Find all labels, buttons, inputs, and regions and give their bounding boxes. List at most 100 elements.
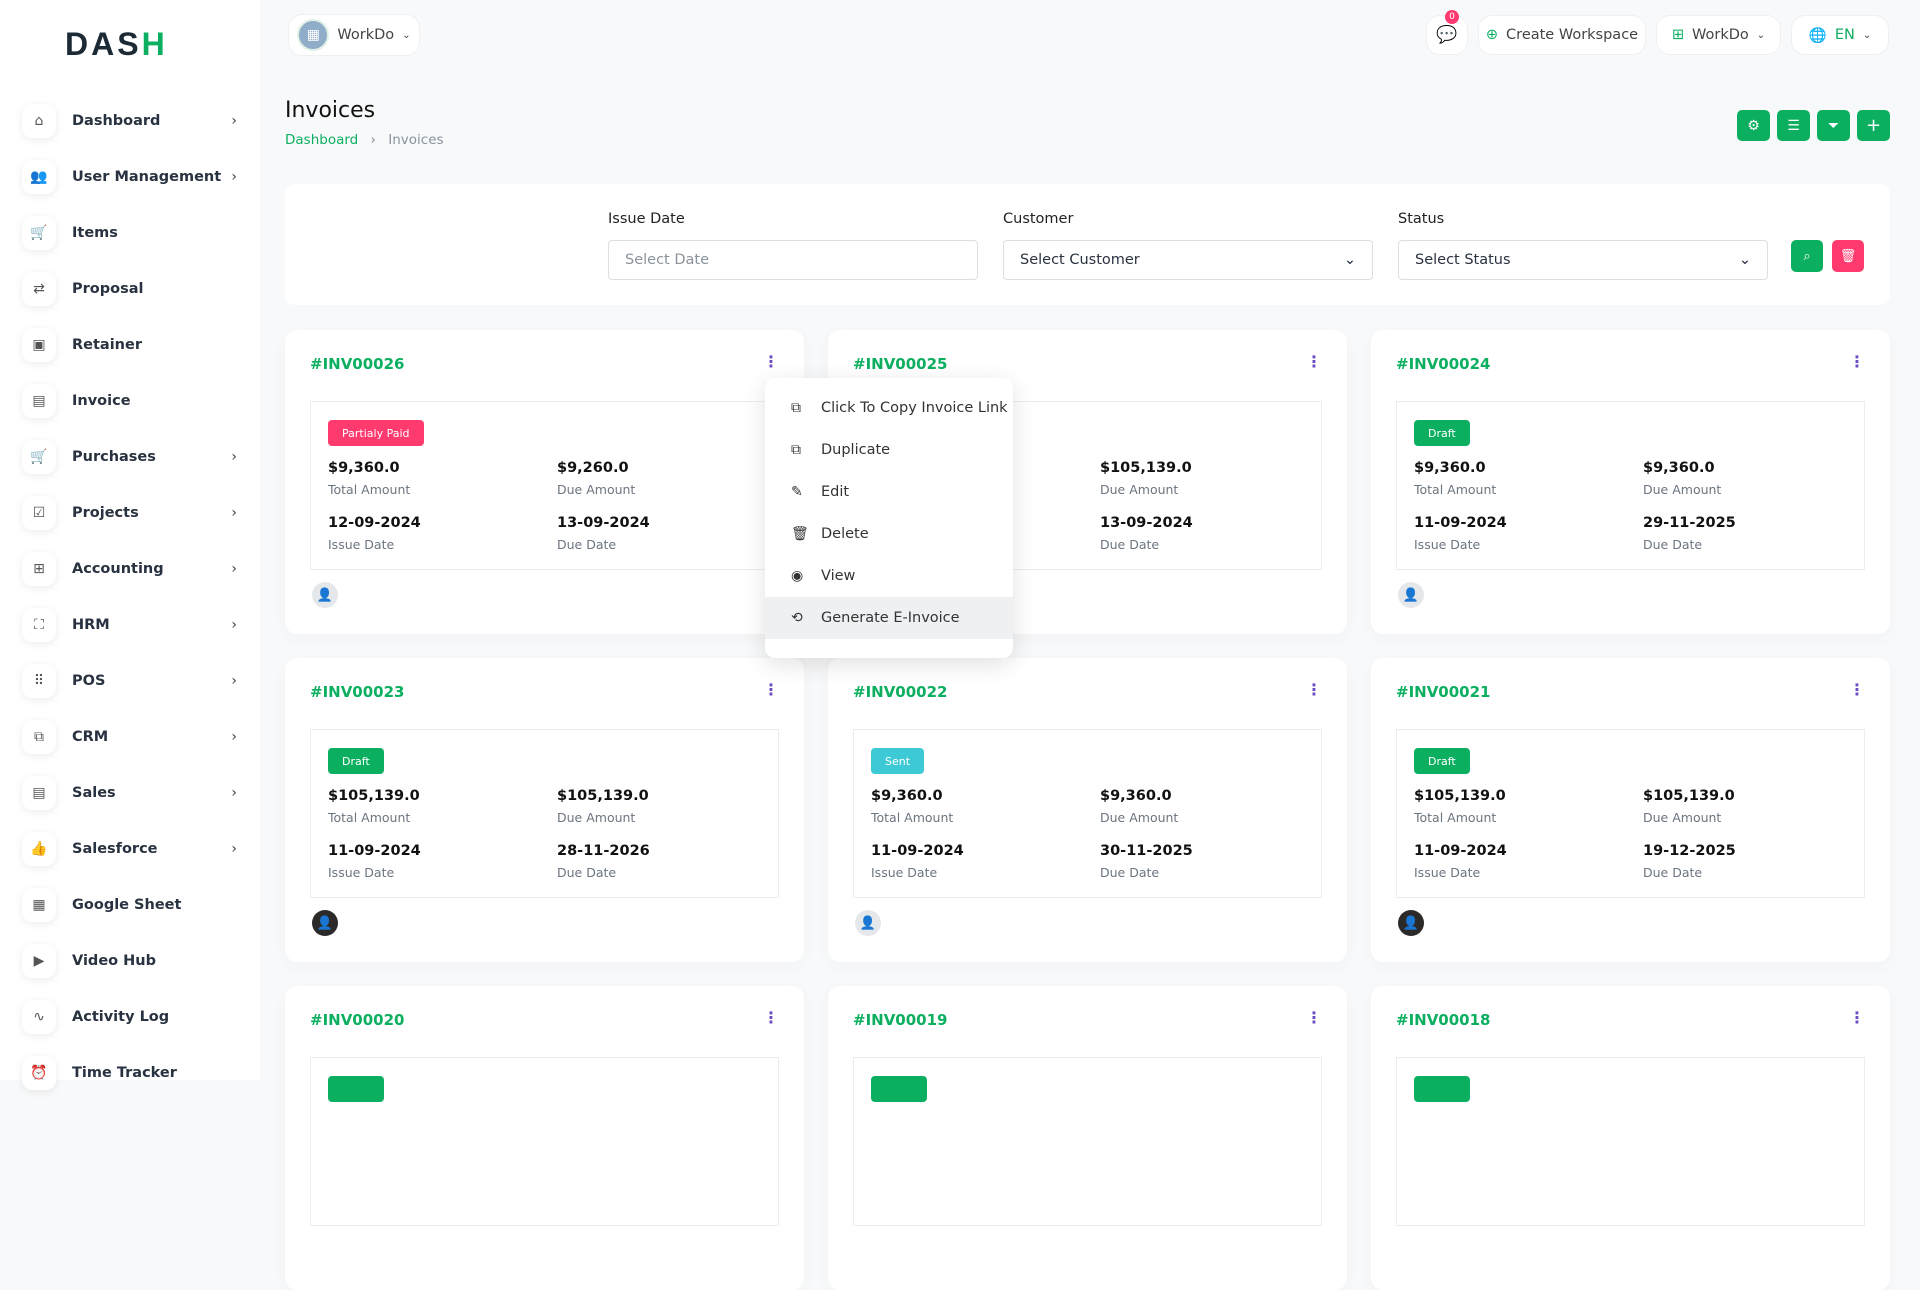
invoice-card: #INV00019 ⋮ [828, 986, 1347, 1290]
invoice-id-link[interactable]: #INV00021 [1396, 683, 1491, 701]
invoice-id-link[interactable]: #INV00018 [1396, 1011, 1491, 1029]
sidebar-item-hrm[interactable]: ⛶ HRM › [22, 603, 237, 647]
sidebar-item-google-sheet[interactable]: ▦ Google Sheet [22, 883, 237, 927]
due-amount-value: $9,360.0 [1100, 788, 1172, 804]
issue-date-input[interactable]: Select Date [608, 240, 978, 280]
customer-select[interactable]: Select Customer ⌄ [1003, 240, 1373, 280]
settings-button[interactable]: ⚙ [1737, 110, 1770, 141]
more-options-icon[interactable]: ⋮ [1306, 1008, 1322, 1027]
invoice-card: #INV00018 ⋮ [1371, 986, 1890, 1290]
sidebar-item-label: CRM [72, 729, 109, 745]
due-date-label: Due Date [1100, 865, 1160, 880]
breadcrumb-dashboard[interactable]: Dashboard [285, 132, 359, 148]
more-options-icon[interactable]: ⋮ [1306, 680, 1322, 699]
sidebar: DASH ⌂ Dashboard › 👥 User Management › 🛒 Items ⇄… [0, 0, 260, 1090]
users-icon: 👥 [22, 160, 56, 194]
customer-avatar[interactable]: 👤 [312, 910, 338, 936]
sidebar-item-proposal[interactable]: ⇄ Proposal [22, 267, 237, 311]
invoice-id-link[interactable]: #INV00022 [853, 683, 948, 701]
chevron-down-icon: ⌄ [1738, 252, 1751, 268]
messages-button[interactable]: 💬 0 [1426, 10, 1468, 55]
invoice-id-link[interactable]: #INV00019 [853, 1011, 948, 1029]
invoice-id-link[interactable]: #INV00026 [310, 355, 405, 373]
more-options-icon[interactable]: ⋮ [1849, 352, 1865, 371]
due-amount-value: $9,260.0 [557, 460, 629, 476]
invoice-summary: Draft $105,139.0 Total Amount $105,139.0 Due… [310, 729, 779, 898]
menu-item-delete[interactable]: 🗑 Delete [765, 513, 1013, 555]
breadcrumb: Dashboard › Invoices [285, 132, 444, 148]
workspace-selector[interactable]: ▦ WorkDo ⌄ [288, 14, 420, 56]
sidebar-item-items[interactable]: 🛒 Items [22, 211, 237, 255]
due-date-value: 19-12-2025 [1643, 843, 1736, 859]
sidebar-item-video-hub[interactable]: ▶ Video Hub [22, 939, 237, 983]
due-amount-value: $105,139.0 [1643, 788, 1735, 804]
language-selector[interactable]: 🌐 EN ⌄ [1791, 15, 1889, 55]
sidebar-item-label: Proposal [72, 281, 144, 297]
plus-circle-icon: ⊕ [1485, 27, 1499, 43]
sidebar-item-sales[interactable]: ▤ Sales › [22, 771, 237, 815]
invoice-id-link[interactable]: #INV00023 [310, 683, 405, 701]
dash-logo[interactable]: DASH [65, 26, 168, 62]
filter-button[interactable]: ⏷ [1817, 110, 1850, 141]
sidebar-item-activity-log[interactable]: ∿ Activity Log [22, 995, 237, 1039]
total-amount-label: Total Amount [1414, 810, 1497, 825]
sidebar-item-label: Items [72, 225, 118, 241]
add-invoice-button[interactable]: + [1857, 110, 1890, 141]
sidebar-item-crm[interactable]: ⧉ CRM › [22, 715, 237, 759]
customer-avatar[interactable]: 👤 [312, 582, 338, 608]
due-amount-label: Due Amount [557, 810, 636, 825]
menu-item-label: View [821, 568, 856, 584]
list-view-button[interactable]: ☰ [1777, 110, 1810, 141]
workdo-menu-label: WorkDo [1692, 27, 1749, 43]
create-workspace-button[interactable]: ⊕ Create Workspace [1478, 15, 1646, 55]
status-select[interactable]: Select Status ⌄ [1398, 240, 1768, 280]
breadcrumb-separator-icon: › [370, 132, 376, 148]
invoice-id-link[interactable]: #INV00025 [853, 355, 948, 373]
status-label: Status [1398, 211, 1445, 227]
customer-avatar[interactable]: 👤 [1398, 910, 1424, 936]
search-button[interactable]: ⌕ [1791, 240, 1823, 272]
sidebar-item-dashboard[interactable]: ⌂ Dashboard › [22, 99, 237, 143]
sidebar-item-projects[interactable]: ☑ Projects › [22, 491, 237, 535]
menu-item-generate-e-invoice[interactable]: ⟲ Generate E-Invoice [765, 597, 1013, 639]
menu-item-click-to-copy-invoice-link[interactable]: ⧉ Click To Copy Invoice Link [765, 387, 1013, 429]
menu-item-duplicate[interactable]: ⧉ Duplicate [765, 429, 1013, 471]
sidebar-item-label: Activity Log [72, 1009, 170, 1025]
duplicate-icon: ⧉ [791, 442, 801, 458]
sidebar-item-retainer[interactable]: ▣ Retainer [22, 323, 237, 367]
cart-icon: 🛒 [22, 440, 56, 474]
invoice-id-link[interactable]: #INV00020 [310, 1011, 405, 1029]
invoice-card: #INV00022 ⋮ Sent $9,360.0 Total Amount $9,360… [828, 658, 1347, 962]
sidebar-item-accounting[interactable]: ⊞ Accounting › [22, 547, 237, 591]
sidebar-item-label: Projects [72, 505, 139, 521]
sidebar-item-user-management[interactable]: 👥 User Management › [22, 155, 237, 199]
gear-icon: ⚙ [1747, 117, 1760, 134]
more-options-icon[interactable]: ⋮ [763, 680, 779, 699]
customer-label: Customer [1003, 211, 1074, 227]
more-options-icon[interactable]: ⋮ [763, 1008, 779, 1027]
chevron-down-icon: ⌄ [1862, 29, 1872, 41]
sidebar-item-pos[interactable]: ⠿ POS › [22, 659, 237, 703]
more-options-icon[interactable]: ⋮ [763, 352, 779, 371]
sidebar-item-purchases[interactable]: 🛒 Purchases › [22, 435, 237, 479]
workdo-menu[interactable]: ⊞ WorkDo ⌄ [1656, 15, 1781, 55]
customer-avatar[interactable]: 👤 [1398, 582, 1424, 608]
sidebar-item-salesforce[interactable]: 👍 Salesforce › [22, 827, 237, 871]
total-amount-label: Total Amount [328, 482, 411, 497]
more-options-icon[interactable]: ⋮ [1849, 1008, 1865, 1027]
clear-filter-button[interactable]: 🗑 [1832, 240, 1864, 272]
more-options-icon[interactable]: ⋮ [1849, 680, 1865, 699]
due-date-label: Due Date [1643, 865, 1703, 880]
total-amount-value: $9,360.0 [328, 460, 400, 476]
issue-date-value: 11-09-2024 [1414, 843, 1507, 859]
menu-item-edit[interactable]: ✎ Edit [765, 471, 1013, 513]
more-options-icon[interactable]: ⋮ [1306, 352, 1322, 371]
sidebar-item-invoice[interactable]: ▤ Invoice [22, 379, 237, 423]
invoice-id-link[interactable]: #INV00024 [1396, 355, 1491, 373]
due-date-label: Due Date [557, 865, 617, 880]
video-icon: ▶ [22, 944, 56, 978]
customer-avatar[interactable]: 👤 [855, 910, 881, 936]
sidebar-item-time-tracker[interactable]: ⏰ Time Tracker [22, 1051, 237, 1095]
invoice-summary [310, 1057, 779, 1226]
menu-item-view[interactable]: ◉ View [765, 555, 1013, 597]
